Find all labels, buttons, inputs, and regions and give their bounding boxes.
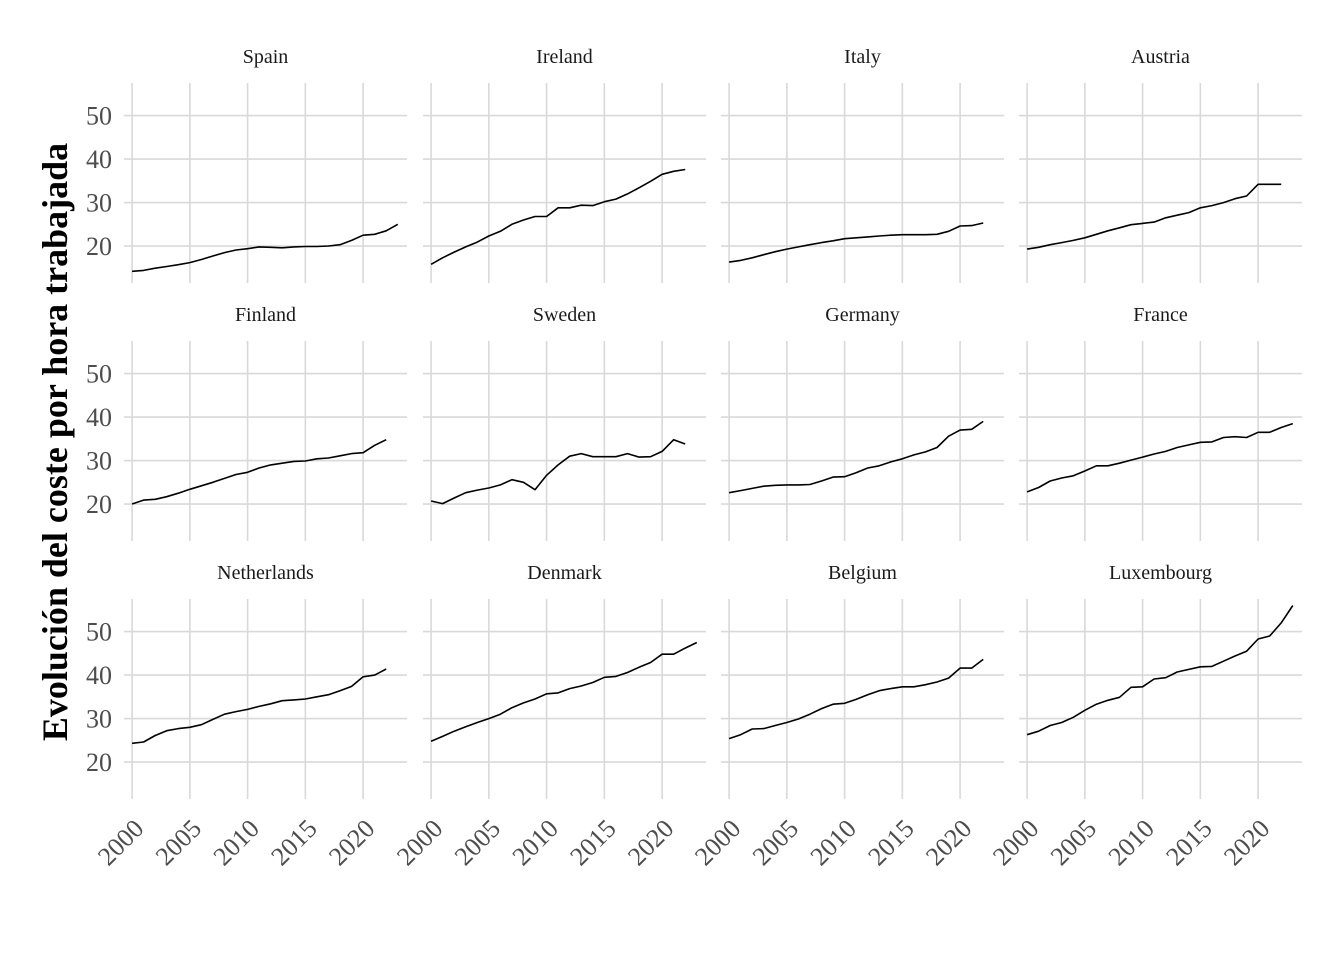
panel-spain: Spain 20 30 40 50 <box>86 46 407 283</box>
series-line-finland <box>131 438 387 505</box>
x-tick-label: 2010 <box>507 814 564 871</box>
panel-france: France <box>1019 304 1302 541</box>
y-axis-title: Evolución del coste por hora trabajada <box>35 143 75 741</box>
series-line-belgium <box>728 658 984 740</box>
y-tick-label: 50 <box>86 618 112 647</box>
facet-label-netherlands: Netherlands <box>217 562 314 584</box>
series-line-netherlands <box>132 668 387 745</box>
x-tick-label: 2015 <box>265 814 322 871</box>
y-tick-label: 30 <box>86 705 112 734</box>
facet-label-spain: Spain <box>243 46 289 68</box>
series-line-italy <box>728 222 984 263</box>
y-tick-label: 20 <box>86 748 112 777</box>
facet-label-luxembourg: Luxembourg <box>1109 562 1212 584</box>
panel-sweden: Sweden <box>423 304 706 541</box>
panel-denmark: Denmark 2000 2005 2010 2015 2020 <box>391 562 706 871</box>
series-line-germany <box>728 420 984 494</box>
facet-label-italy: Italy <box>844 46 881 68</box>
y-tick-label: 20 <box>86 232 112 261</box>
facet-label-denmark: Denmark <box>527 562 601 584</box>
facet-label-france: France <box>1133 304 1188 326</box>
x-tick-label: 2010 <box>805 814 862 871</box>
x-tick-label: 2000 <box>987 814 1044 871</box>
series-line-luxembourg <box>1026 605 1294 736</box>
x-tick-label: 2005 <box>1045 814 1102 871</box>
x-tick-label: 2015 <box>1160 814 1217 871</box>
x-tick-label: 2005 <box>747 814 804 871</box>
x-tick-label: 2010 <box>1103 814 1160 871</box>
y-tick-label: 20 <box>86 490 112 519</box>
panel-luxembourg: Luxembourg 2000 2005 2010 2015 2020 <box>987 562 1302 871</box>
panel-finland: Finland 20 30 40 50 <box>86 304 407 541</box>
facet-label-finland: Finland <box>235 304 296 326</box>
y-tick-label: 40 <box>86 403 112 432</box>
series-line-spain <box>132 223 399 273</box>
panel-italy: Italy <box>721 46 1004 283</box>
x-tick-label: 2000 <box>689 814 746 871</box>
y-tick-label: 50 <box>86 360 112 389</box>
series-line-france <box>1026 422 1294 493</box>
panel-ireland: Ireland <box>423 46 706 283</box>
facet-label-belgium: Belgium <box>828 562 897 584</box>
x-tick-label: 2015 <box>862 814 919 871</box>
facet-label-austria: Austria <box>1131 46 1190 68</box>
series-line-sweden <box>430 438 686 505</box>
y-tick-label: 40 <box>86 661 112 690</box>
facet-label-germany: Germany <box>825 304 899 326</box>
y-tick-label: 50 <box>86 102 112 131</box>
series-line-ireland <box>430 168 686 265</box>
x-tick-label: 2020 <box>1218 814 1275 871</box>
x-tick-label: 2000 <box>92 814 149 871</box>
x-tick-label: 2010 <box>208 814 265 871</box>
x-tick-label: 2020 <box>622 814 679 871</box>
panel-belgium: Belgium 2000 2005 2010 2015 2020 <box>689 562 1004 871</box>
y-tick-label: 30 <box>86 447 112 476</box>
x-tick-label: 2005 <box>150 814 207 871</box>
panel-netherlands: Netherlands 20 30 40 50 2000 2005 2010 2015 2020 <box>86 562 407 871</box>
x-tick-label: 2020 <box>323 814 380 871</box>
panel-austria: Austria <box>1019 46 1302 283</box>
x-tick-label: 2005 <box>449 814 506 871</box>
facet-label-sweden: Sweden <box>533 304 596 326</box>
x-tick-label: 2015 <box>564 814 621 871</box>
y-tick-label: 30 <box>86 189 112 218</box>
facet-label-ireland: Ireland <box>536 46 593 68</box>
panel-germany: Germany <box>721 304 1004 541</box>
series-line-austria <box>1026 183 1282 250</box>
x-tick-label: 2000 <box>391 814 448 871</box>
x-tick-label: 2020 <box>920 814 977 871</box>
series-line-denmark <box>430 641 698 742</box>
y-tick-label: 40 <box>86 145 112 174</box>
